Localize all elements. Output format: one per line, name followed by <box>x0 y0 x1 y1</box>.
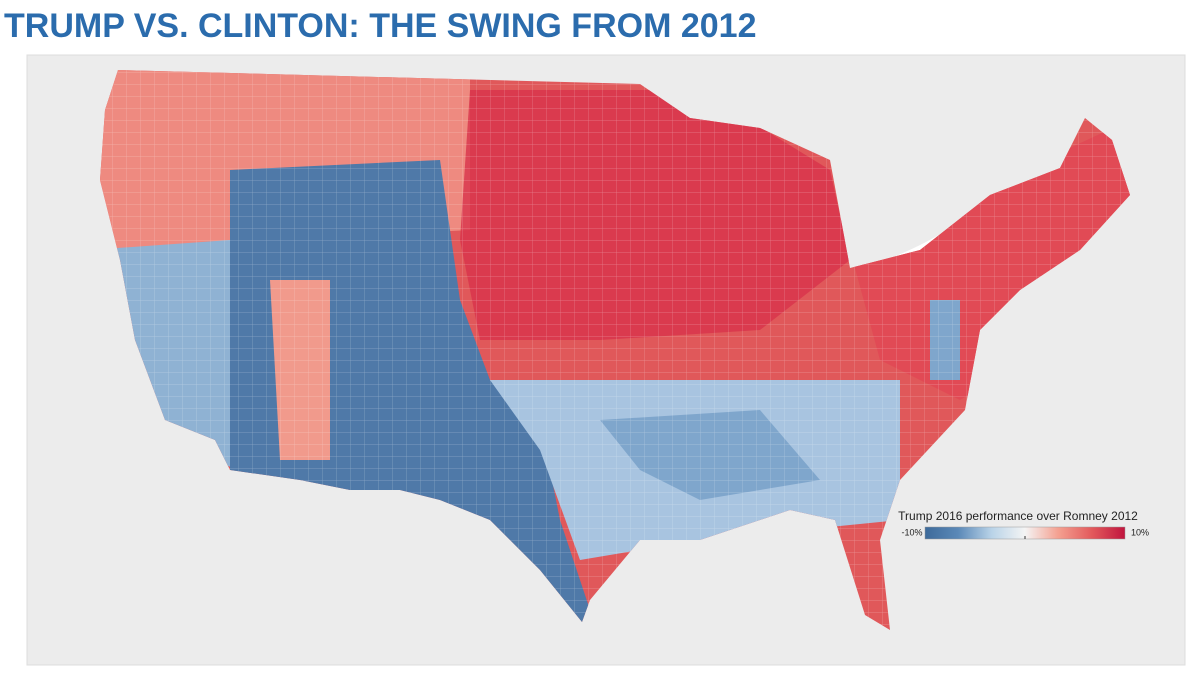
page-title: TRUMP VS. CLINTON: THE SWING FROM 2012 <box>4 7 756 45</box>
legend-min-label: -10% <box>901 527 922 537</box>
legend-max-label: 10% <box>1131 527 1149 537</box>
legend-title: Trump 2016 performance over Romney 2012 <box>898 509 1138 523</box>
us-counties <box>100 70 1130 630</box>
